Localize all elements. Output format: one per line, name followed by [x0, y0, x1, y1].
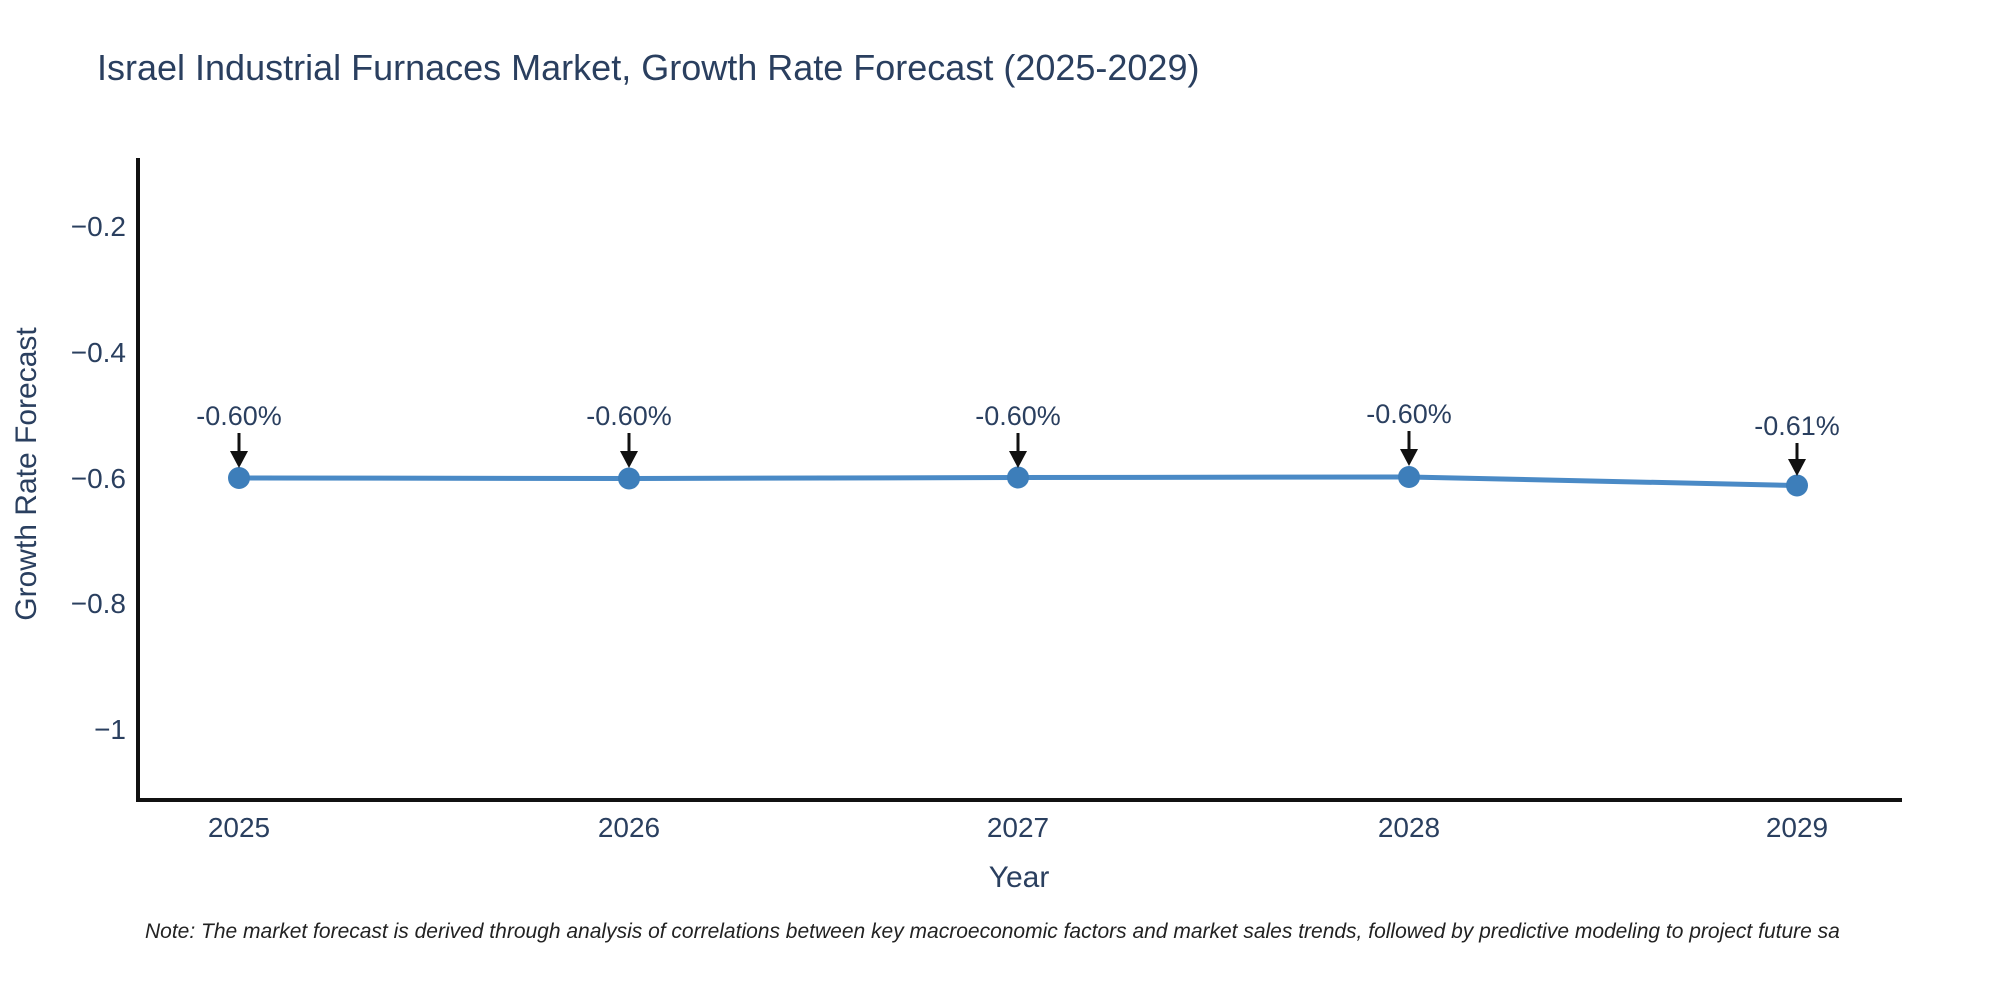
data-point-marker-2026	[618, 467, 640, 490]
x-axis-line	[136, 798, 1902, 802]
x-axis-tick-label: 2029	[1766, 812, 1828, 843]
y-axis-tick-label: −0.4	[71, 337, 126, 368]
annotation-arrow-2026	[620, 433, 638, 468]
data-point-marker-2029	[1786, 474, 1808, 497]
x-axis-tick-label: 2025	[208, 812, 270, 843]
y-axis-title: Growth Rate Forecast	[10, 327, 43, 621]
x-axis-tick-label: 2027	[987, 812, 1049, 843]
annotation-arrow-2028	[1400, 431, 1418, 466]
y-axis-tick-label: −0.6	[71, 463, 126, 494]
point-annotation-label: -0.61%	[1754, 411, 1840, 441]
y-axis-tick-label: −1	[94, 714, 126, 745]
x-axis-tick-label: 2026	[598, 812, 660, 843]
annotation-arrow-2029	[1788, 443, 1806, 476]
chart-title: Israel Industrial Furnaces Market, Growt…	[97, 47, 1200, 88]
footnote: Note: The market forecast is derived thr…	[145, 920, 1840, 943]
y-axis-tick-label: −0.8	[71, 588, 126, 619]
point-annotation-label: -0.60%	[196, 401, 282, 431]
y-axis-line	[136, 158, 140, 802]
y-axis-tick-label: −0.2	[71, 211, 126, 242]
point-annotation-label: -0.60%	[975, 401, 1061, 431]
data-point-marker-2028	[1398, 466, 1420, 488]
annotation-arrow-2027	[1009, 433, 1027, 468]
point-annotation-label: -0.60%	[1366, 399, 1452, 429]
x-axis-tick-label: 2028	[1378, 812, 1440, 843]
x-axis-title: Year	[989, 861, 1050, 894]
annotation-arrow-2025	[230, 433, 248, 468]
data-point-marker-2027	[1007, 466, 1029, 489]
data-point-marker-2025	[228, 467, 250, 489]
point-annotation-label: -0.60%	[586, 401, 672, 431]
